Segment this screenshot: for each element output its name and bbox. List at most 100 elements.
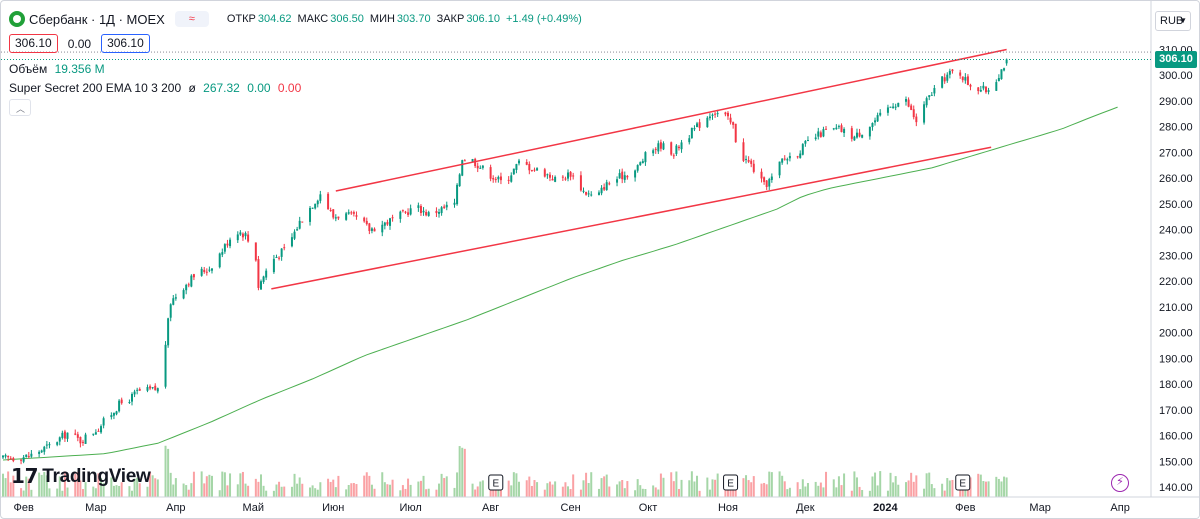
candle-body: [226, 243, 229, 246]
volume-bar: [309, 487, 312, 497]
volume-bar: [515, 473, 518, 497]
volume-bar: [652, 485, 655, 497]
candle-body: [623, 175, 626, 180]
price-axis[interactable]: [1151, 1, 1200, 519]
y-tick-label: 240.00: [1159, 225, 1193, 237]
approx-pill[interactable]: ≈: [174, 11, 209, 27]
volume-bar: [724, 488, 727, 497]
volume-bar: [634, 490, 637, 497]
candle-body: [456, 184, 459, 205]
candle-body: [474, 158, 477, 167]
y-tick-label: 200.00: [1159, 328, 1193, 340]
volume-bar: [626, 481, 629, 497]
volume-bar: [925, 473, 928, 497]
candle-body: [25, 454, 28, 457]
tradingview-logo[interactable]: 𝟭𝟳 TradingView: [11, 464, 151, 489]
ohlc-open-label: ОТКР: [226, 13, 256, 25]
candle-body: [634, 170, 637, 178]
candle-body: [706, 117, 709, 128]
volume-bar: [781, 475, 784, 497]
volume-bar: [463, 448, 466, 497]
volume-bar: [763, 482, 766, 497]
lightning-icon[interactable]: ⚡: [1111, 474, 1129, 492]
candle-body: [997, 77, 1000, 82]
volume-bar: [923, 488, 926, 497]
candle-body: [265, 270, 268, 278]
volume-bar: [102, 483, 105, 497]
candle-body: [543, 169, 546, 177]
volume-bar: [347, 484, 350, 497]
volume-bar: [770, 472, 773, 497]
volume-bar: [892, 482, 895, 497]
candle-body: [680, 142, 683, 150]
candle-body: [84, 434, 87, 444]
candle-body: [561, 176, 564, 178]
candle-body: [765, 180, 768, 187]
indicator-legend[interactable]: Super Secret 200 EMA 10 3 200 ø 267.32 0…: [9, 81, 301, 95]
volume-bar: [76, 471, 79, 497]
volume-bar: [714, 479, 717, 497]
volume-bar: [621, 480, 624, 497]
volume-bar: [365, 472, 368, 497]
candle-body: [156, 388, 159, 392]
volume-bar: [81, 489, 84, 497]
candle-body: [708, 116, 711, 119]
volume-bar: [623, 488, 626, 497]
candle-body: [311, 207, 314, 209]
volume-bar: [301, 483, 304, 497]
candle-body: [435, 211, 438, 214]
collapse-legend-button[interactable]: ︿: [9, 99, 31, 116]
candle-body: [185, 284, 188, 291]
candle-body: [128, 402, 131, 404]
volume-bar: [708, 489, 711, 497]
earnings-marker[interactable]: E: [488, 474, 504, 491]
volume-bar: [840, 485, 843, 497]
candle-body: [7, 455, 10, 458]
candle-body: [796, 156, 799, 158]
x-tick-label: Апр: [166, 502, 185, 514]
earnings-marker[interactable]: E: [955, 474, 971, 491]
candle-body: [210, 268, 213, 271]
volume-bar: [386, 484, 389, 497]
volume-bar: [407, 478, 410, 497]
volume-bar: [569, 489, 572, 497]
candle-body: [38, 451, 41, 454]
volume-bar: [425, 489, 428, 497]
candle-body: [533, 169, 536, 171]
earnings-marker-label: E: [492, 479, 499, 490]
candles[interactable]: [2, 58, 1008, 465]
volume-bar: [262, 485, 265, 497]
candle-body: [272, 258, 275, 273]
channel-lower-line[interactable]: [271, 146, 992, 290]
earnings-marker[interactable]: E: [723, 474, 739, 491]
currency-button[interactable]: RUB ▼: [1155, 11, 1191, 31]
channel-lines[interactable]: [271, 48, 1007, 290]
volume-bar: [1000, 481, 1003, 497]
candle-body: [345, 213, 348, 220]
symbol-title[interactable]: Сбербанк · 1Д · MOEX: [29, 11, 165, 27]
sell-price-button[interactable]: 306.10: [9, 34, 58, 53]
volume-bar: [223, 472, 226, 497]
candle-body: [698, 122, 701, 128]
candle-body: [507, 179, 510, 181]
y-tick-label: 150.00: [1159, 456, 1193, 468]
volume-bar: [876, 485, 879, 497]
x-tick-label: Сен: [561, 502, 581, 514]
candle-body: [941, 76, 944, 88]
volume-legend[interactable]: Объём 19.356 M: [9, 62, 105, 76]
volume-bar: [56, 488, 59, 497]
candle-body: [546, 174, 549, 176]
volume-bar: [182, 483, 185, 497]
volume-bar: [383, 482, 386, 497]
candle-body: [61, 432, 64, 438]
channel-upper-line[interactable]: [335, 48, 1007, 192]
volume-bar: [94, 488, 97, 497]
volume-bar: [92, 486, 95, 497]
volume-bar: [167, 448, 170, 497]
buy-price-button[interactable]: 306.10: [101, 34, 150, 53]
y-tick-label: 280.00: [1159, 122, 1193, 134]
candle-body: [192, 274, 195, 278]
volume-bar: [855, 477, 858, 497]
